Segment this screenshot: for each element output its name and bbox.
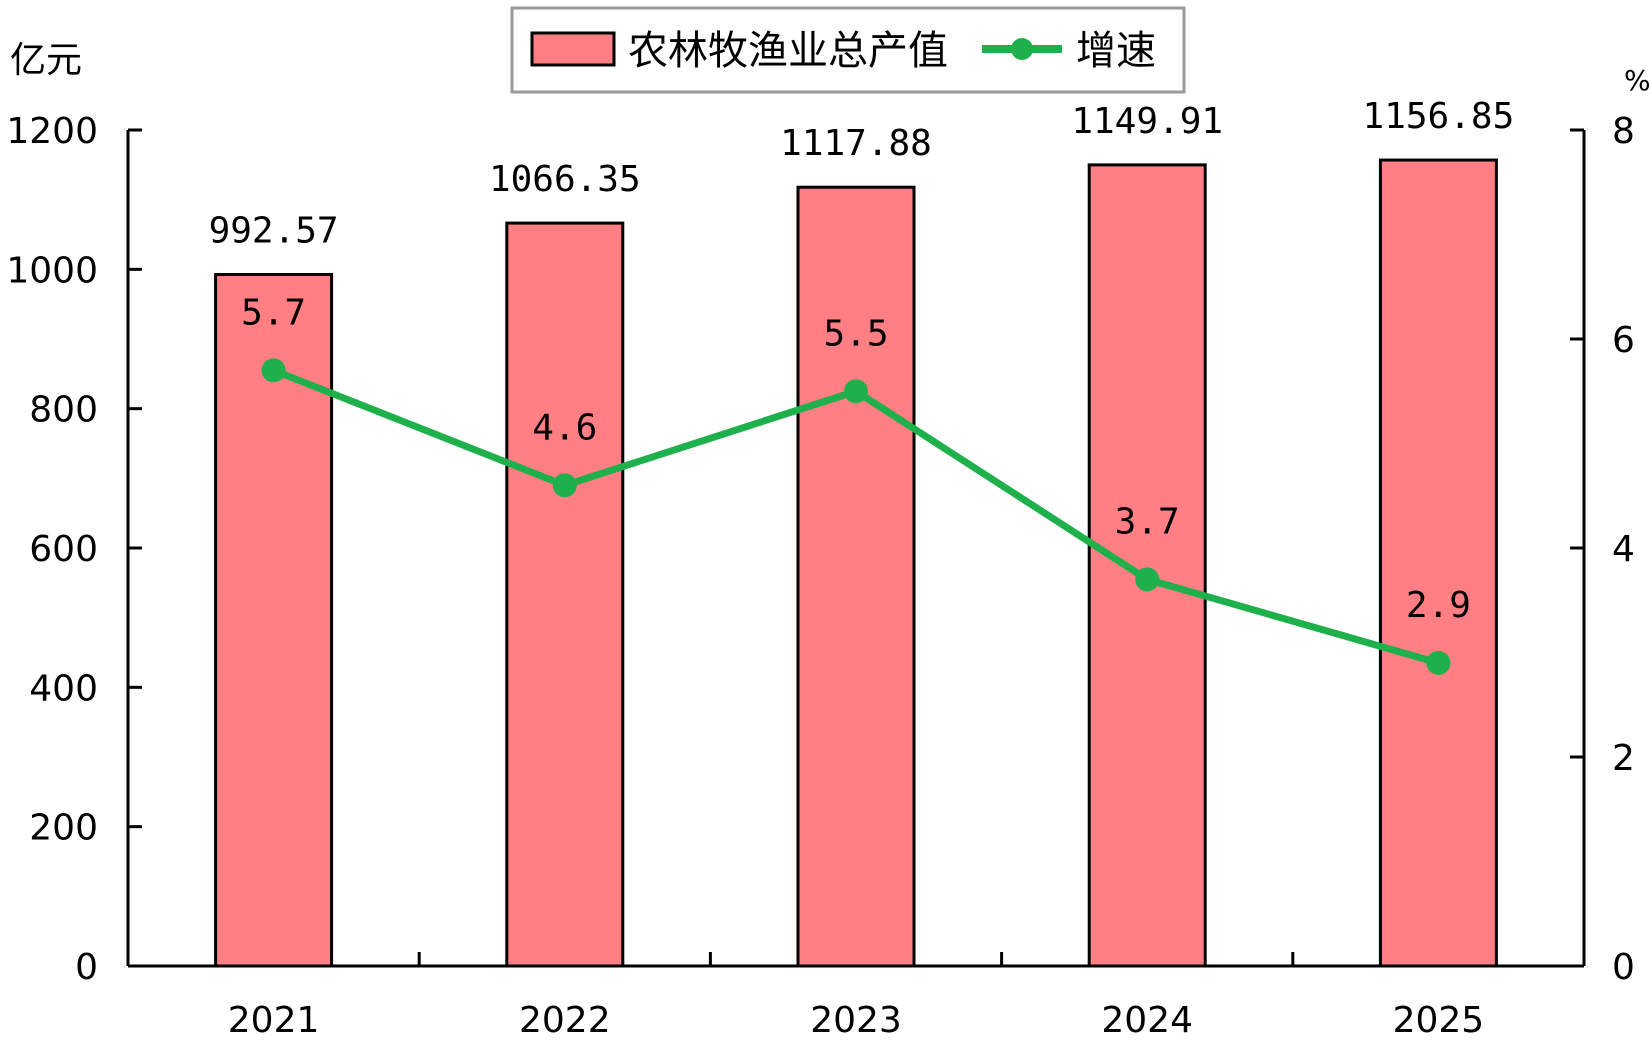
right-axis-tick-label: 8 [1612,111,1635,152]
growth-value-label: 4.6 [532,407,597,448]
bar-labels: 992.57 1066.35 1117.88 1149.91 1156.85 [209,96,1515,251]
growth-value-label: 2.9 [1406,585,1471,626]
legend-bar-swatch [530,31,616,67]
bar-value-label: 1066.35 [489,159,641,200]
growth-point [1135,567,1160,592]
line-labels: 5.7 4.6 5.5 3.7 2.9 [241,292,1471,626]
right-axis-tick-label: 4 [1612,529,1635,570]
growth-point [552,473,577,498]
right-axis-tick-label: 6 [1612,320,1635,361]
left-axis-tick-label: 600 [29,529,98,570]
legend-bar-label: 农林牧渔业总产值 [628,28,948,74]
bar [796,185,916,968]
legend-line-label: 增速 [1076,28,1156,74]
axes: 0 200 400 600 800 1000 1200 0 2 4 6 8 [6,111,1635,988]
bar-value-label: 1149.91 [1071,101,1223,142]
growth-value-label: 5.5 [823,313,888,354]
left-axis-tick-label: 800 [29,390,98,431]
right-axis-tick-label: 0 [1612,947,1635,988]
bar-value-label: 992.57 [209,211,339,252]
left-axis-tick-label: 0 [75,947,98,988]
bar [505,221,625,968]
legend-box [510,6,1186,94]
growth-value-label: 5.7 [241,292,306,333]
left-axis-unit: 亿元 [10,40,82,81]
right-axis-tick-label: 2 [1612,738,1635,779]
line-series [261,358,1451,675]
left-axis-tick-label: 1200 [6,111,98,152]
growth-point [261,358,286,383]
growth-value-label: 3.7 [1115,501,1180,542]
bar [1087,163,1207,968]
legend-line-marker [1011,38,1033,60]
growth-point [1426,650,1451,675]
bars [214,158,1498,968]
left-axis-tick-label: 400 [29,668,98,709]
left-axis-tick-label: 200 [29,808,98,849]
x-labels: 2021 2022 2023 2024 2025 [228,1000,1484,1041]
bar [214,273,334,968]
bar [1378,158,1498,968]
growth-point [844,379,868,404]
x-axis-category-label: 2023 [810,1000,902,1041]
left-axis-tick-label: 1000 [6,250,98,291]
x-axis-category-label: 2024 [1101,1000,1193,1041]
legend: 农林牧渔业总产值 增速 [510,6,1186,94]
x-axis-category-label: 2022 [519,1000,611,1041]
right-axis-unit: % [1624,64,1651,97]
bar-value-label: 1156.85 [1363,96,1515,137]
x-axis-category-label: 2025 [1393,1000,1485,1041]
bar-value-label: 1117.88 [780,123,932,164]
x-axis-category-label: 2021 [228,1000,320,1041]
